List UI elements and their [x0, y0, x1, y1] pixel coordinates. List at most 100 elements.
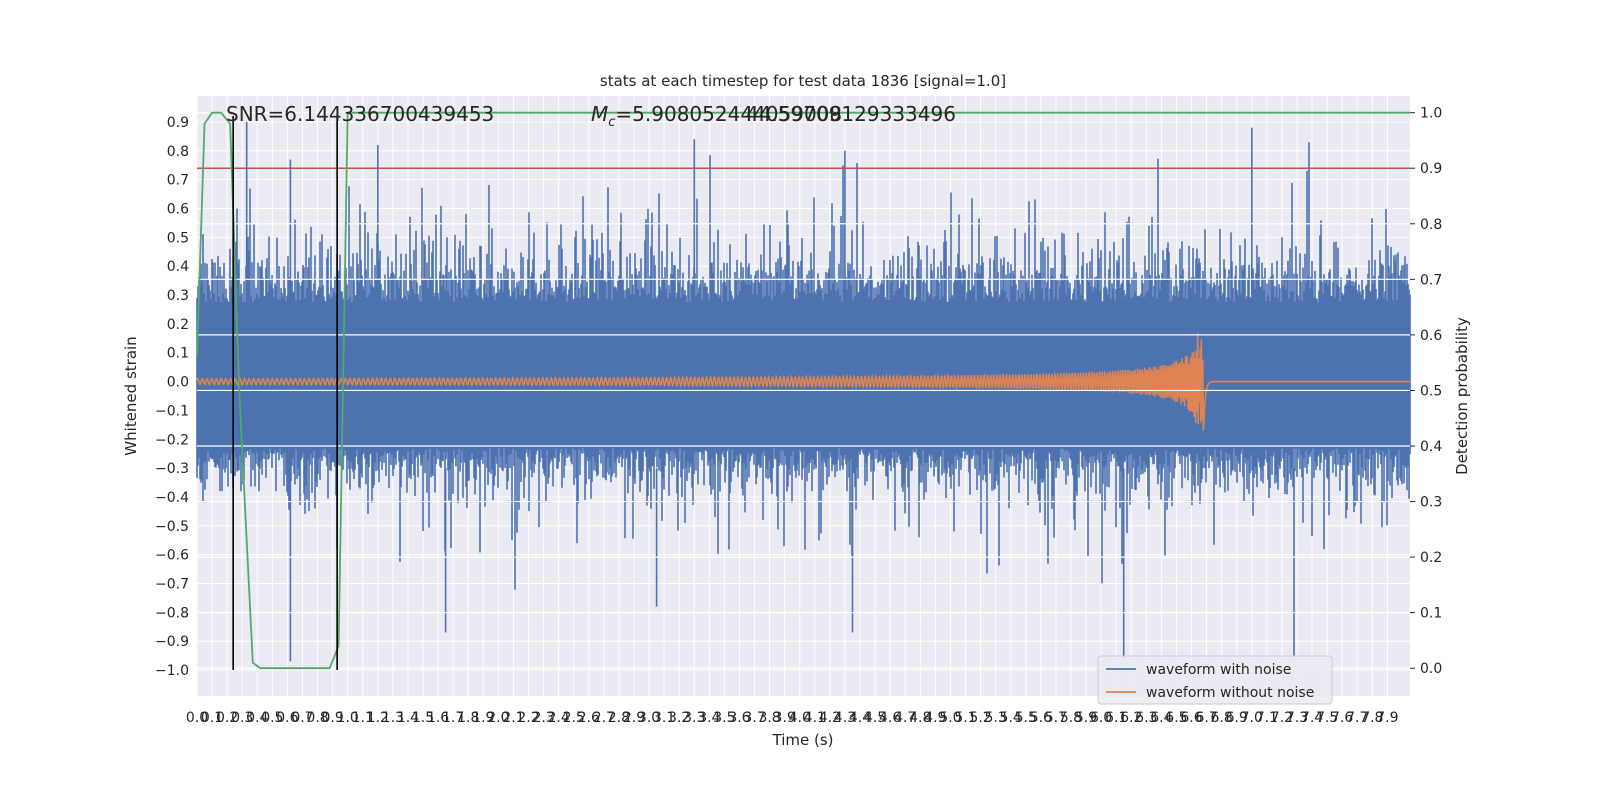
y-tick-label: −0.6 [155, 548, 189, 564]
x-tick-label: 7.6 [1331, 710, 1353, 726]
x-tick-label: 4.5 [864, 710, 886, 726]
y-tick-label: 0.2 [167, 317, 189, 333]
x-tick-label: 7.2 [1271, 710, 1293, 726]
y-axis-label: Whitened strain [122, 336, 140, 455]
legend-box [1097, 655, 1333, 705]
x-tick-label: 2.0 [487, 710, 509, 726]
y2-tick-label: 0.6 [1420, 328, 1442, 344]
x-tick-label: 7.1 [1256, 710, 1278, 726]
mc-subscript: c [608, 115, 615, 130]
x-tick-label: 1.8 [457, 710, 479, 726]
x-tick-label: 2.2 [517, 710, 539, 726]
x-tick-label: 1.2 [367, 710, 389, 726]
x-tick-label: 5.5 [1015, 710, 1037, 726]
y-tick-label: −1.0 [155, 663, 189, 679]
x-tick-label: 2.4 [548, 710, 570, 726]
x-tick-label: 2.7 [593, 710, 615, 726]
x-tick-label: 5.4 [1000, 710, 1022, 726]
x-tick-label: 4.4 [849, 710, 871, 726]
x-tick-label: 6.0 [1090, 710, 1112, 726]
x-tick-label: 6.4 [1150, 710, 1172, 726]
x-tick-label: 1.7 [442, 710, 464, 726]
y-tick-label: 0.8 [167, 144, 189, 160]
x-tick-label: 6.3 [1135, 710, 1157, 726]
x-tick-label: 7.5 [1316, 710, 1338, 726]
y-tick-label: −0.3 [155, 461, 189, 477]
x-tick-label: 7.3 [1286, 710, 1308, 726]
y-tick-label: 0.9 [167, 115, 189, 131]
x-axis-label: Time (s) [772, 731, 834, 749]
y2-tick-label: 0.4 [1420, 439, 1442, 455]
x-tick-label: 0.4 [246, 710, 268, 726]
x-tick-labels: 0.00.10.20.30.40.50.60.70.80.91.01.11.21… [186, 710, 1399, 726]
x-tick-label: 2.8 [608, 710, 630, 726]
chirp-trace [196, 332, 1410, 431]
x-tick-label: 7.4 [1301, 710, 1323, 726]
x-tick-label: 3.3 [683, 710, 705, 726]
x-tick-label: 6.9 [1226, 710, 1248, 726]
x-tick-label: 4.3 [834, 710, 856, 726]
x-tick-label: 5.8 [1060, 710, 1082, 726]
y-tick-labels: 0.9 0.8 0.7 0.6 0.5 0.4 0.3 0.2 0.1 0.0 −0.1 −0.2 −0… [155, 115, 189, 679]
y2-tick-label: 0.3 [1420, 495, 1442, 511]
y2-tick-label: 1.0 [1420, 106, 1442, 122]
x-tick-label: 4.2 [819, 710, 841, 726]
x-tick-label: 0.8 [306, 710, 328, 726]
x-tick-label: 6.8 [1211, 710, 1233, 726]
x-tick-label: 3.4 [698, 710, 720, 726]
legend-label-noise: waveform with noise [1146, 662, 1291, 678]
y-tick-label: −0.9 [155, 634, 189, 650]
x-tick-label: 0.2 [216, 710, 238, 726]
x-tick-label: 0.1 [201, 710, 223, 726]
y-tick-label: −0.2 [155, 432, 189, 448]
x-tick-label: 5.7 [1045, 710, 1067, 726]
x-tick-label: 4.6 [879, 710, 901, 726]
x-tick-label: 5.9 [1075, 710, 1097, 726]
series-waveform-without-noise [196, 332, 1410, 431]
x-tick-label: 2.1 [502, 710, 524, 726]
x-tick-label: 6.6 [1180, 710, 1202, 726]
x-tick-label: 5.0 [939, 710, 961, 726]
x-tick-label: 3.2 [668, 710, 690, 726]
snr-annotation: SNR=6.144336700439453 [226, 102, 494, 126]
x-tick-label: 6.7 [1195, 710, 1217, 726]
x-tick-label: 3.1 [653, 710, 675, 726]
x-tick-label: 2.9 [623, 710, 645, 726]
x-tick-label: 1.3 [382, 710, 404, 726]
y-tick-label: 0.0 [167, 375, 189, 391]
x-tick-label: 1.1 [352, 710, 374, 726]
x-tick-label: 1.0 [337, 710, 359, 726]
mc-value: =5.908052444059008 [615, 102, 842, 126]
x-tick-label: 0.9 [321, 710, 343, 726]
x-tick-label: 0.7 [291, 710, 313, 726]
y2-tick-labels: 1.0 0.9 0.8 0.7 0.6 0.5 0.4 0.3 0.2 0.1 0.0 [1410, 106, 1442, 677]
x-tick-label: 7.9 [1376, 710, 1398, 726]
x-tick-label: 3.6 [728, 710, 750, 726]
y-tick-label: 0.6 [167, 202, 189, 218]
x-tick-label: 4.8 [909, 710, 931, 726]
detection-probability-line [196, 111, 1410, 670]
x-tick-label: 6.5 [1165, 710, 1187, 726]
x-tick-label: 1.5 [412, 710, 434, 726]
x-tick-label: 3.8 [758, 710, 780, 726]
y2-tick-label: 0.1 [1420, 606, 1442, 622]
x-tick-label: 4.1 [804, 710, 826, 726]
x-tick-label: 5.1 [954, 710, 976, 726]
x-tick-label: 3.9 [774, 710, 796, 726]
x-tick-label: 4.0 [789, 710, 811, 726]
x-tick-label: 1.6 [427, 710, 449, 726]
x-tick-label: 0.6 [276, 710, 298, 726]
x-tick-label: 5.2 [969, 710, 991, 726]
x-tick-label: 1.9 [472, 710, 494, 726]
x-tick-label: 1.4 [397, 710, 419, 726]
y-tick-label: −0.7 [155, 577, 189, 593]
vertical-markers [232, 116, 338, 671]
x-tick-label: 4.7 [894, 710, 916, 726]
y2-tick-label: 0.8 [1420, 217, 1442, 233]
x-tick-label: 6.1 [1105, 710, 1127, 726]
x-tick-label: 2.6 [578, 710, 600, 726]
x-tick-label: 7.8 [1361, 710, 1383, 726]
y2-tick-label: 0.2 [1420, 550, 1442, 566]
x-tick-label: 0.3 [231, 710, 253, 726]
